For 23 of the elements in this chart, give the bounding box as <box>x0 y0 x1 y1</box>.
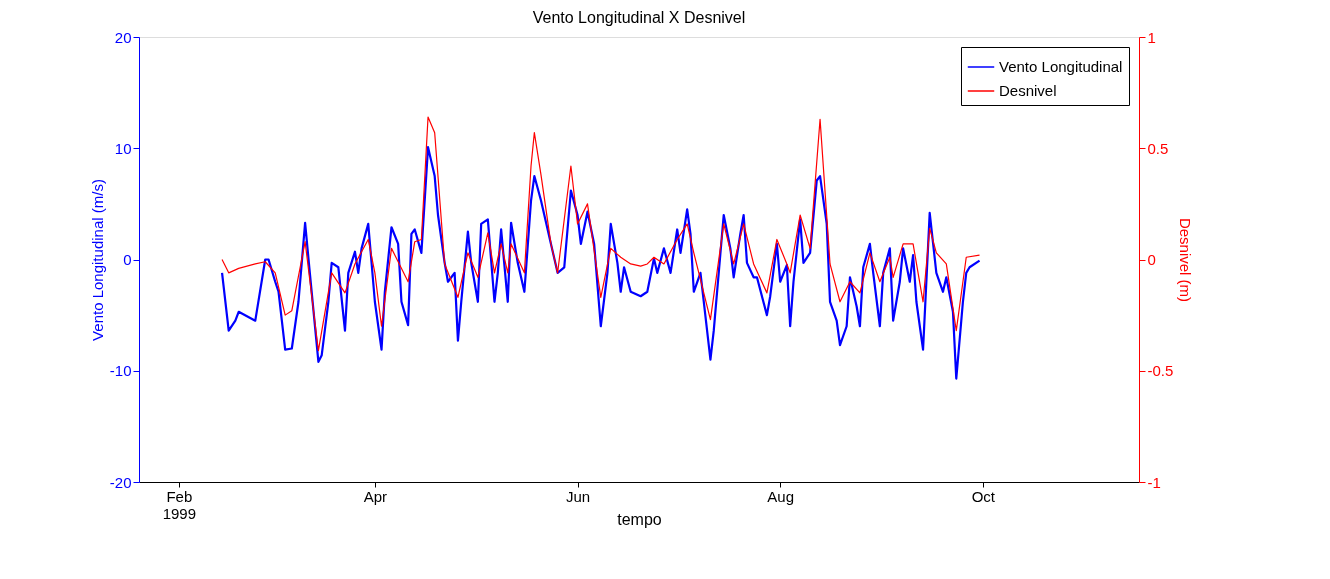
x-tick-label: Jun <box>565 487 591 505</box>
line-series <box>220 146 981 380</box>
y-tick-label: -10 <box>109 362 132 380</box>
y2-tick-label: -0.5 <box>1147 362 1174 380</box>
y2-axis-title: Desnivel (m) <box>1177 217 1195 303</box>
chart-title: Vento Longitudinal X Desnivel <box>532 9 746 26</box>
y-axis-title: Vento Longitudinal (m/s) <box>88 179 106 341</box>
x-axis-title: tempo <box>617 510 662 528</box>
x-tick-label: Oct <box>971 487 996 505</box>
y-tick-label: 0 <box>123 251 132 268</box>
y-tick-label: -20 <box>109 473 132 491</box>
y2-tick-label: 0 <box>1147 251 1156 268</box>
y2-tick-label: 1 <box>1147 28 1156 46</box>
legend-label: Vento Longitudinal <box>999 58 1123 75</box>
x-tick-label: Aug <box>767 487 795 505</box>
x-tick-label: Apr <box>363 487 388 505</box>
line-series <box>221 116 981 352</box>
y-tick-label: 20 <box>114 28 132 46</box>
legend-label: Desnivel <box>999 82 1057 99</box>
y2-tick-label: 0.5 <box>1147 139 1169 157</box>
y-tick-label: 10 <box>114 139 132 157</box>
x-tick-label: Feb 1999 <box>162 487 197 522</box>
y2-tick-label: -1 <box>1147 473 1161 491</box>
